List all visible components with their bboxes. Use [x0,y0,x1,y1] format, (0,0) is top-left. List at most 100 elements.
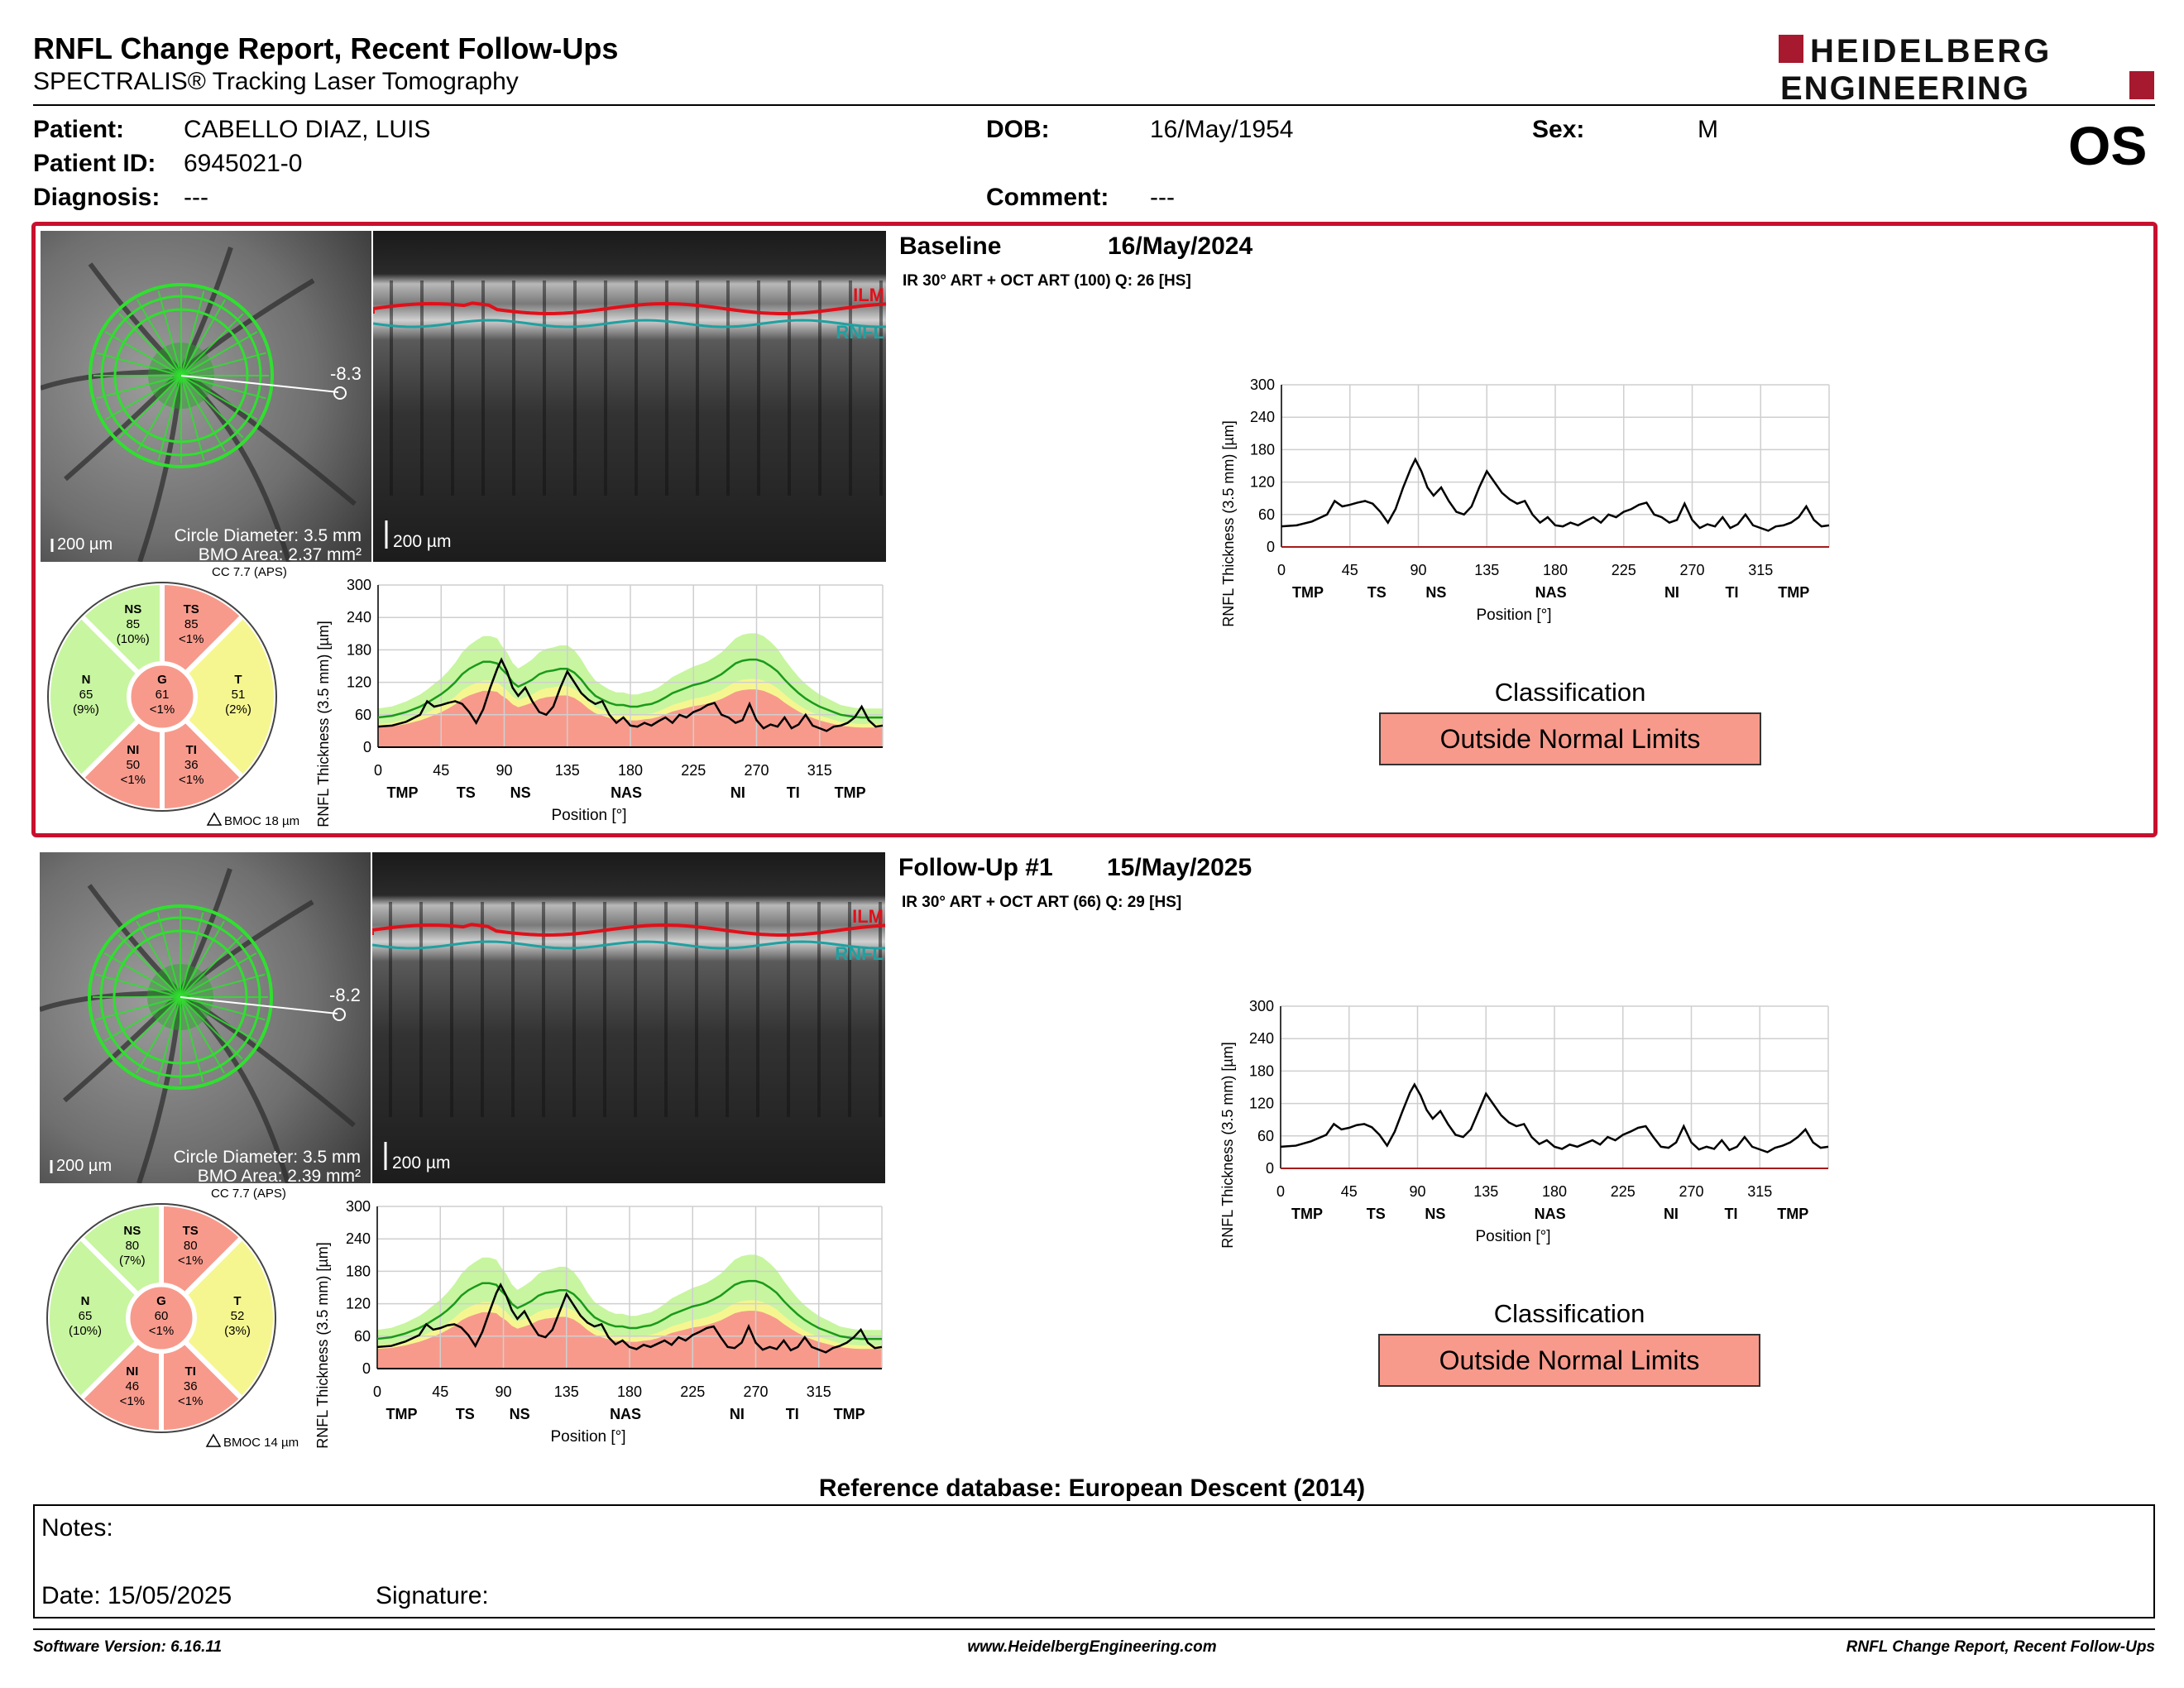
header-rule [33,104,2155,106]
x-tick-label: 90 [1409,1183,1425,1200]
notes-label: Notes: [41,1514,113,1542]
notes-box[interactable]: Notes: Date: 15/05/2025 Signature: [33,1504,2155,1618]
sector-ni-text: <1% [121,773,146,787]
svg-text:BMOC 14 µm: BMOC 14 µm [223,1436,299,1450]
sector-t-text: T [233,1294,241,1308]
fovea-angle: -8.3 [330,363,362,384]
x-tick-label: 0 [1277,562,1286,578]
x-tick-label: 135 [1474,562,1499,578]
cc-label: CC 7.7 (APS) [211,1187,286,1201]
sex-value: M [1698,116,1718,143]
x-tick-label: 225 [1611,1183,1636,1200]
x-tick-label: 90 [1410,562,1426,578]
sector-n-text: (10%) [69,1324,102,1338]
x-tick-label: 180 [617,1383,642,1400]
bmoc-label: BMOC 14 µm [205,1433,299,1450]
sector-ns-text: (10%) [117,632,150,646]
patient-thickness-line [1280,1082,1829,1153]
heidelberg-logo: HEIDELBERG ENGINEERING [1779,33,2154,106]
x-tick-label: 315 [807,762,832,779]
patient-id-label: Patient ID: [33,150,156,177]
sector-ns-text: 80 [125,1239,139,1253]
x-tick-label: 90 [496,762,512,779]
scan-info: IR 30° ART + OCT ART (66) Q: 29 [HS] [902,894,1182,911]
sector-ts-text: 85 [184,617,199,631]
y-tick-label: 240 [346,1230,371,1247]
y-tick-label: 120 [1249,1096,1274,1112]
exam-date: 16/May/2024 [1108,233,1253,260]
x-tick-label: 0 [374,762,382,779]
fundus-scale-bar: 200 µm [57,535,113,554]
bmo-area: BMO Area: 2.39 mm² [198,1167,361,1183]
x-tick-label: 135 [554,1383,579,1400]
sector-g-text: 61 [156,688,170,702]
y-tick-label: 0 [1267,539,1275,555]
sector-axis-label: NI [1664,1206,1679,1222]
y-axis-label: RNFL Thickness (3.5 mm) [µm] [314,1242,331,1448]
followup-panel[interactable]: -8.2 200 µm Circle Diameter: 3.5 mm BMO Are… [31,844,2158,1456]
x-tick-label: 180 [1543,562,1568,578]
sector-ts-text: 80 [184,1239,198,1253]
sector-wheel: TS80<1%T52(3%)TI36<1%NI46<1%N65(10%)NS80… [45,1201,278,1436]
x-tick-label: 45 [433,762,449,779]
footer-website[interactable]: www.HeidelbergEngineering.com [967,1638,1217,1656]
sector-axis-label: NI [730,784,745,801]
sector-n-text: 65 [79,688,93,702]
patient-thickness-line [377,657,884,732]
y-tick-label: 0 [1266,1160,1274,1177]
cc-label: CC 7.7 (APS) [212,565,287,579]
sector-ni-text: 46 [125,1379,139,1393]
oct-bscan-image: ILM RNFL 200 µm [373,231,886,562]
y-tick-label: 180 [1249,1062,1274,1079]
x-tick-label: 270 [743,1383,768,1400]
normal-mean-line [376,1279,882,1340]
sector-axis-label: NI [730,1406,745,1422]
sector-wheel: TS85<1%T51(2%)TI36<1%NI50<1%N65(9%)NS85(… [46,579,279,814]
sector-axis-label: NS [1425,1206,1445,1222]
sector-ti-text: <1% [179,773,204,787]
signature-label: Signature: [376,1582,489,1609]
sector-axis-label: NS [510,784,531,801]
dob-label: DOB: [986,116,1050,143]
sector-ti-text: TI [186,743,197,757]
patient-thickness-line [376,1283,883,1354]
sector-ts-text: TS [183,1224,199,1238]
x-tick-label: 45 [432,1383,448,1400]
exam-date: 15/May/2025 [1107,854,1252,881]
sector-axis-label: NI [1664,584,1679,601]
x-tick-label: 270 [1679,562,1704,578]
x-axis-label: Position [°] [551,807,626,824]
comment-label: Comment: [986,184,1109,211]
sector-t-text: 51 [232,688,246,702]
sector-ts-text: TS [184,602,199,616]
x-tick-label: 0 [1276,1183,1285,1200]
classification-result: Outside Normal Limits [1378,1334,1760,1387]
x-tick-label: 180 [618,762,643,779]
y-tick-label: 60 [355,707,371,723]
rnfl-label: RNFL [835,943,884,964]
dob-value: 16/May/1954 [1150,116,1294,143]
baseline-panel[interactable]: -8.3 200 µm Circle Diameter: 3.5 mm BMO Are… [31,222,2158,837]
sector-n-text: (9%) [73,703,99,717]
fundus-scale-bar: 200 µm [56,1157,112,1175]
x-tick-label: 225 [681,762,706,779]
y-tick-label: 120 [346,1296,371,1312]
sector-axis-label: NAS [611,784,642,801]
sector-axis-label: TS [1367,584,1387,601]
sector-axis-label: NS [1425,584,1446,601]
footer-report-name: RNFL Change Report, Recent Follow-Ups [1846,1638,2155,1656]
y-axis-label: RNFL Thickness (3.5 mm) [µm] [315,621,332,827]
sector-axis-label: TMP [1292,584,1324,601]
y-tick-label: 180 [346,1263,371,1279]
sector-ts-text: <1% [178,1254,203,1268]
x-tick-label: 0 [373,1383,381,1400]
y-tick-label: 240 [1249,1030,1274,1047]
sector-ni-text: NI [127,743,139,757]
ilm-label: ILM [852,906,884,927]
sector-axis-label: TMP [387,784,419,801]
oct-bscan-image: ILM RNFL 200 µm [372,852,885,1183]
y-tick-label: 300 [1249,998,1274,1014]
